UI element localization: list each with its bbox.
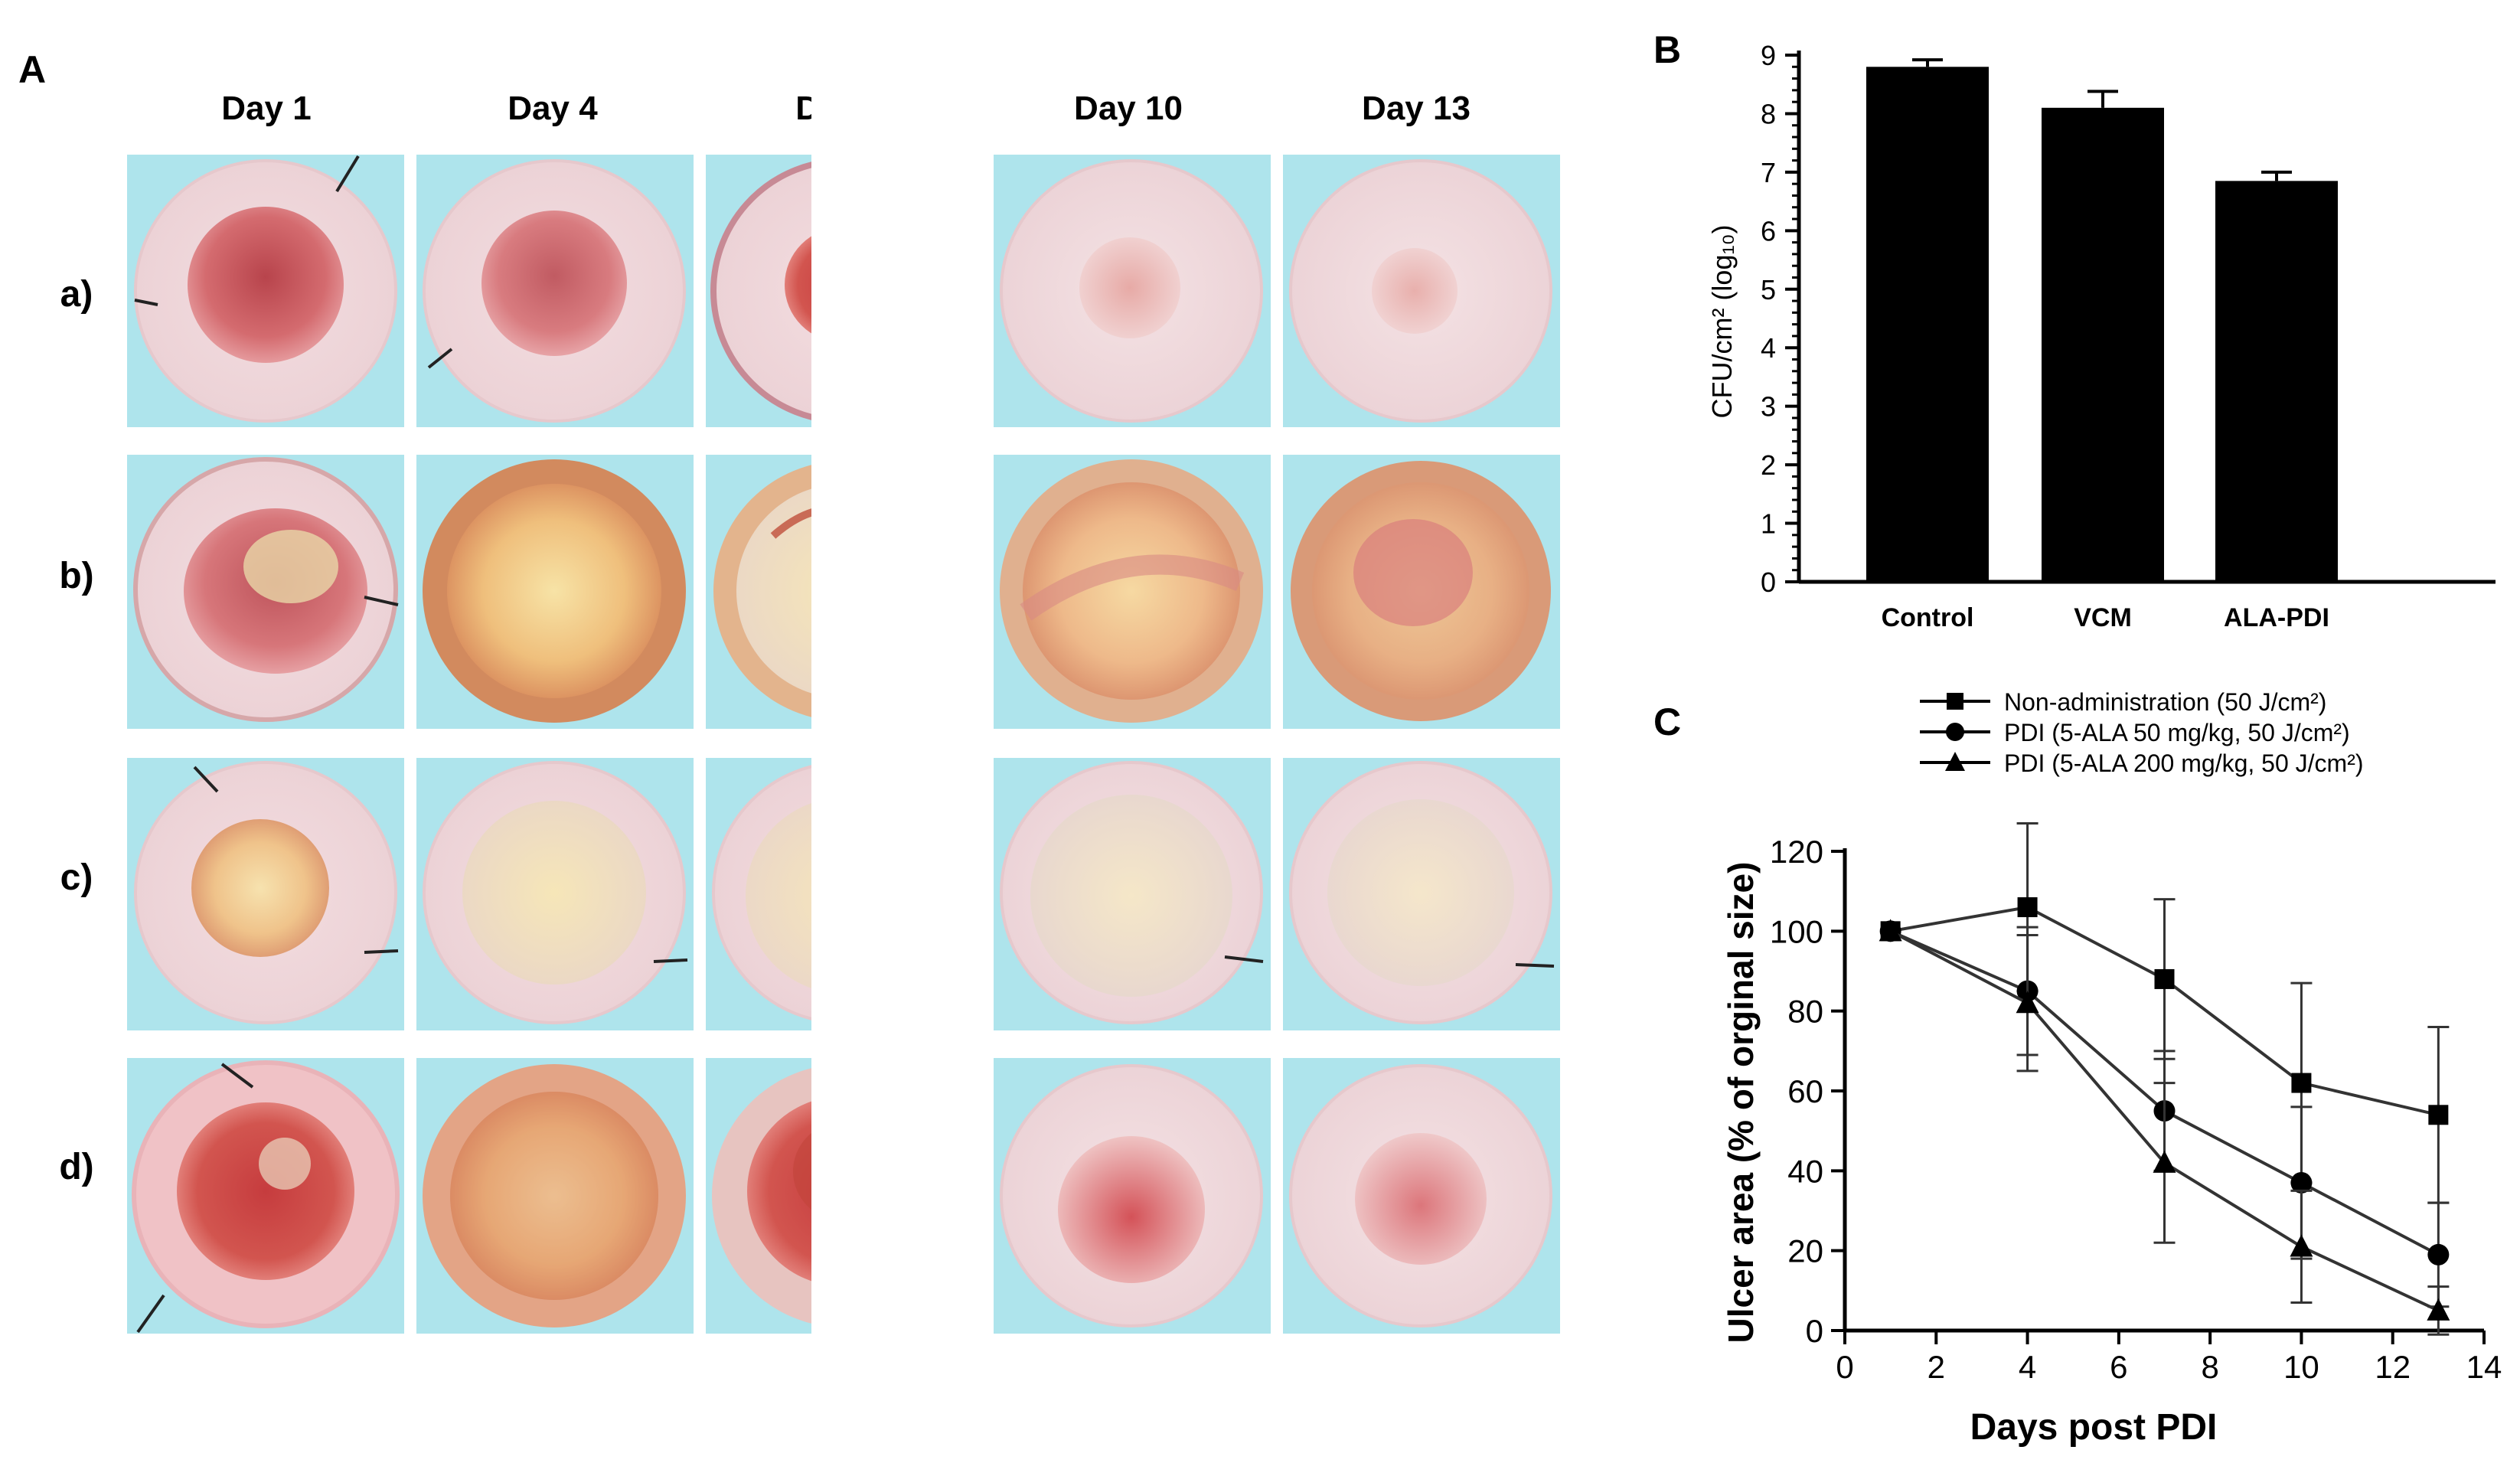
c-x-tick-label: 4 <box>2019 1349 2036 1385</box>
b-y-tick-label: 8 <box>1761 98 1776 129</box>
c-marker-square <box>2154 968 2175 989</box>
wound-photo-c-day13 <box>1283 758 1560 1030</box>
c-x-tick-label: 10 <box>2283 1349 2319 1385</box>
c-legend-label: PDI (5-ALA 50 mg/kg, 50 J/cm²) <box>2004 719 2350 746</box>
b-category-label: ALA-PDI <box>2224 603 2329 632</box>
c-y-tick-label: 100 <box>1770 913 1823 949</box>
c-marker-triangle <box>1879 919 1902 942</box>
wound-photo-a-day4 <box>416 155 694 427</box>
wound-photo-d-day7 <box>706 1058 811 1334</box>
wound-photo-d-day10 <box>994 1058 1271 1334</box>
c-y-tick-label: 20 <box>1787 1233 1823 1269</box>
wound-photo-a-day13 <box>1283 155 1560 427</box>
b-y-tick-label: 1 <box>1761 508 1776 540</box>
b-bars <box>1866 58 2338 583</box>
c-marker-triangle <box>2016 991 2039 1014</box>
c-y-tick-label: 120 <box>1770 834 1823 870</box>
b-y-tick-label: 6 <box>1761 215 1776 247</box>
c-x-tick-label: 2 <box>1928 1349 1945 1385</box>
panel-label-b: B <box>1653 28 1681 71</box>
c-marker-circle <box>2427 1243 2450 1265</box>
b-bar-ala-pdi <box>2215 181 2338 582</box>
wound-photo-b-day10 <box>994 455 1271 729</box>
c-legend: Non-administration (50 J/cm²) PDI (5-ALA … <box>1920 688 2364 777</box>
b-y-tick-label: 5 <box>1761 274 1776 305</box>
panel-label-a: A <box>18 48 46 91</box>
c-series-triangle <box>1879 919 2450 1336</box>
wound-photo-c-day1 <box>127 758 404 1030</box>
c-legend-label: Non-administration (50 J/cm²) <box>2004 688 2326 716</box>
column-label-day-1: Day 1 <box>221 90 311 127</box>
c-x-tick-label: 6 <box>2110 1349 2127 1385</box>
c-marker-triangle <box>2290 1234 2313 1257</box>
c-marker-square <box>2017 897 2038 918</box>
b-bar-vcm <box>2042 107 2164 583</box>
wound-photo-a-day7 <box>706 155 811 427</box>
wound-photo-a-day10 <box>994 155 1271 427</box>
c-marker-square <box>2428 1105 2449 1125</box>
row-label-c: c) <box>60 857 93 898</box>
panel-label-c: C <box>1653 700 1681 743</box>
wound-photo-c-day4 <box>416 758 694 1030</box>
c-y-axis-label: Ulcer area (% of orginal size) <box>1721 862 1761 1344</box>
c-series <box>1879 821 2450 1336</box>
c-y-tick-label: 60 <box>1787 1073 1823 1109</box>
c-y-tick-label: 80 <box>1787 994 1823 1030</box>
c-marker-triangle <box>1945 752 1965 771</box>
column-label-day-10: Day 10 <box>1074 90 1183 127</box>
c-x-tick-label: 14 <box>2466 1349 2502 1385</box>
c-x-tick-label: 8 <box>2201 1349 2218 1385</box>
c-marker-triangle <box>2153 1150 2176 1173</box>
wound-photo-a-day1 <box>127 155 404 427</box>
c-marker-square <box>2291 1073 2312 1093</box>
wound-photo-d-day4 <box>416 1058 694 1334</box>
wound-photo-d-day1 <box>127 1058 404 1334</box>
b-y-tick-label: 3 <box>1761 391 1776 423</box>
c-y-tick-label: 0 <box>1806 1313 1823 1349</box>
wound-photo-b-day1 <box>127 455 404 729</box>
b-y-tick-label: 7 <box>1761 157 1776 188</box>
c-ticks: 0 20 40 60 80 100 120 0 2 4 6 8 10 12 14 <box>1770 834 2502 1385</box>
b-bar-control <box>1866 67 1989 583</box>
panel-a-photo-grid: A Day 1 Day 4 Day 7 a) b) c) d) <box>18 48 811 1334</box>
wound-photo-b-day4 <box>416 455 694 729</box>
column-label-day-13: Day 13 <box>1362 90 1471 127</box>
c-marker-triangle <box>2427 1298 2450 1321</box>
row-label-a: a) <box>60 274 93 315</box>
b-y-tick-label: 9 <box>1761 40 1776 71</box>
b-category-labels: Control VCM ALA-PDI <box>1882 603 2329 632</box>
c-x-axis-label: Days post PDI <box>1970 1407 2218 1448</box>
b-y-axis-label: CFU/cm² (log₁₀) <box>1706 224 1738 418</box>
c-marker-circle <box>1946 723 1964 741</box>
wound-photo-c-day7 <box>706 758 811 1030</box>
column-label-day-7: Day 7 <box>795 90 811 127</box>
column-label-day-4: Day 4 <box>508 90 598 127</box>
c-y-tick-label: 40 <box>1787 1153 1823 1189</box>
b-category-label: Control <box>1882 603 1974 632</box>
c-x-tick-label: 0 <box>1836 1349 1853 1385</box>
c-legend-label: PDI (5-ALA 200 mg/kg, 50 J/cm²) <box>2004 749 2364 777</box>
b-category-label: VCM <box>2074 603 2132 632</box>
b-y-tick-label: 2 <box>1761 449 1776 481</box>
row-label-b: b) <box>59 556 93 596</box>
b-y-ticks: 0 1 2 3 4 5 6 7 8 9 <box>1761 40 1799 598</box>
c-marker-circle <box>2290 1171 2313 1194</box>
wound-photo-b-day7 <box>706 455 811 729</box>
wound-photo-c-day10 <box>994 758 1271 1030</box>
c-x-tick-label: 12 <box>2375 1349 2411 1385</box>
b-y-tick-label: 0 <box>1761 567 1776 598</box>
wound-photo-b-day13 <box>1283 455 1560 729</box>
b-y-tick-label: 4 <box>1761 332 1776 364</box>
c-marker-square <box>1947 693 1963 710</box>
row-label-d: d) <box>59 1147 93 1187</box>
wound-photo-d-day13 <box>1283 1058 1560 1334</box>
